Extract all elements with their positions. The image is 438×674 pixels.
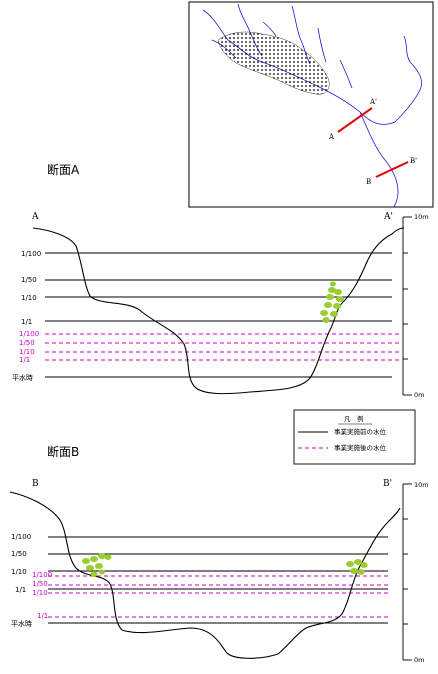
section-b-label-before-1-1: 1/1: [15, 586, 26, 594]
section-b-scale-top: 10m: [414, 481, 429, 489]
legend-frame: [293, 409, 416, 465]
section-b: 断面B B B' 1/100 1/50 1/10 1/1 1/100 1/50 …: [9, 444, 429, 664]
section-b-left-end: B: [32, 479, 39, 489]
section-a-label-after-1-50: 1/50: [19, 339, 35, 347]
section-a-scale: [402, 216, 412, 396]
section-a-left-end: A: [31, 212, 39, 222]
section-a: 断面A A A' 1/100 1/50 1/10 1/1 1/100 1/50 …: [12, 162, 429, 399]
section-b-scale-bottom: 0m: [414, 656, 424, 664]
section-b-label-after-1-1: 1/1: [37, 612, 48, 620]
section-a-label-after-1-100: 1/100: [19, 330, 39, 338]
map-label-b-prime: B': [410, 157, 417, 165]
legend-title: 凡 例: [344, 414, 364, 423]
section-a-before-lines: [45, 252, 392, 378]
legend-before-label: 事業実施前の水位: [334, 427, 387, 436]
location-map: A A' B B': [188, 1, 434, 208]
section-b-vegetation-right: [346, 559, 368, 575]
section-b-label-before-1-10: 1/10: [11, 568, 27, 576]
section-b-terrain: [9, 491, 401, 659]
section-a-label-before-1-10: 1/10: [21, 294, 37, 302]
section-a-right-end: A': [383, 212, 393, 222]
section-a-label-after-1-1: 1/1: [19, 356, 30, 364]
map-label-a-prime: A': [369, 98, 377, 106]
section-b-label-before-1-100: 1/100: [11, 533, 31, 541]
section-a-scale-top: 10m: [414, 213, 429, 221]
section-a-label-after-1-10: 1/10: [19, 348, 35, 356]
section-b-label-before-1-50: 1/50: [11, 550, 27, 558]
section-a-label-before-1-50: 1/50: [21, 276, 37, 284]
section-b-right-end: B': [383, 479, 392, 489]
section-a-label-normal: 平水時: [12, 373, 33, 382]
map-label-b: B: [366, 178, 371, 186]
section-a-label-before-1-1: 1/1: [21, 318, 32, 326]
section-b-scale: [402, 483, 412, 661]
map-section-line-a: [337, 107, 373, 133]
section-a-vegetation: [320, 281, 344, 323]
section-a-terrain: [32, 227, 405, 395]
section-b-label-after-1-50: 1/50: [32, 580, 48, 588]
map-dotted-area: [217, 31, 330, 95]
section-b-title: 断面B: [47, 444, 79, 459]
map-label-a: A: [328, 133, 335, 141]
legend: 凡 例 事業実施前の水位 事業実施後の水位: [293, 409, 416, 465]
legend-after-label: 事業実施後の水位: [334, 443, 387, 452]
map-section-line-b: [375, 161, 409, 178]
section-b-label-normal: 平水時: [11, 619, 32, 628]
section-a-label-before-1-100: 1/100: [21, 250, 41, 258]
section-a-scale-bottom: 0m: [414, 391, 424, 399]
section-b-label-after-1-100: 1/100: [32, 571, 52, 579]
map-frame: [188, 1, 434, 208]
section-a-after-lines: [45, 333, 400, 361]
section-a-title: 断面A: [47, 162, 80, 177]
section-b-before-lines: [48, 536, 388, 624]
section-b-vegetation-left: [82, 553, 112, 577]
section-b-after-lines: [48, 575, 388, 618]
section-b-label-after-1-10: 1/10: [32, 589, 48, 597]
